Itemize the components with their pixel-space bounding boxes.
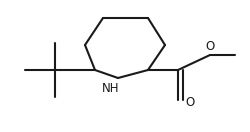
- Text: O: O: [186, 96, 194, 110]
- Text: NH: NH: [102, 81, 120, 95]
- Text: O: O: [206, 41, 214, 53]
